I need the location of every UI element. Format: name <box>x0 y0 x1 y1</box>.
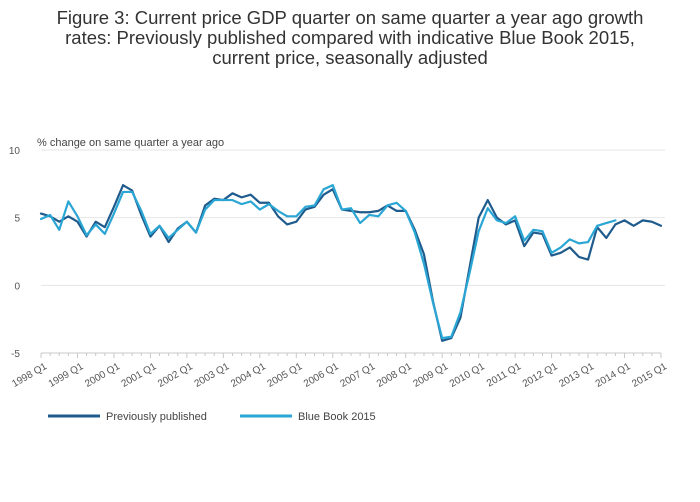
x-tick-label: 1998 Q1 <box>10 361 49 390</box>
y-axis-ticks: -5 0 5 10 <box>9 146 21 360</box>
chart-title-line-1: Figure 3: Current price GDP quarter on s… <box>56 7 644 28</box>
x-tick-label: 2009 Q1 <box>411 361 450 390</box>
y-tick-label: -5 <box>11 349 20 360</box>
x-tick-label: 2004 Q1 <box>229 361 268 390</box>
chart-title: Figure 3: Current price GDP quarter on s… <box>0 8 700 68</box>
x-tick-label: 2001 Q1 <box>120 361 159 390</box>
y-tick-label: 5 <box>14 214 20 225</box>
legend: Previously published Blue Book 2015 <box>48 411 376 423</box>
x-tick-label: 2006 Q1 <box>302 361 341 390</box>
x-tick-label: 1999 Q1 <box>47 361 86 390</box>
series-line-0 <box>39 184 663 342</box>
y-axis-label: % change on same quarter a year ago <box>37 137 224 149</box>
x-tick-label: 2000 Q1 <box>83 361 122 390</box>
x-tick-label: 2003 Q1 <box>193 361 232 390</box>
x-tick-label: 2015 Q1 <box>630 361 669 390</box>
x-tick-label: 2013 Q1 <box>557 361 596 390</box>
y-tick-label: 10 <box>9 146 21 157</box>
x-tick-label: 2011 Q1 <box>485 361 523 390</box>
x-tick-label: 2010 Q1 <box>448 361 487 390</box>
x-tick-label: 2007 Q1 <box>339 361 378 390</box>
x-tick-label: 2014 Q1 <box>594 361 633 390</box>
x-tick-label: 2008 Q1 <box>375 361 414 390</box>
series-line-1 <box>39 184 617 340</box>
y-tick-label: 0 <box>14 281 20 292</box>
x-tick-label: 2002 Q1 <box>156 361 195 390</box>
series-lines <box>39 184 663 342</box>
x-tick-label: 2005 Q1 <box>266 361 305 390</box>
legend-label-1: Blue Book 2015 <box>298 411 376 423</box>
chart-title-line-3: current price, seasonally adjusted <box>212 47 488 68</box>
gridlines <box>41 149 665 286</box>
legend-label-0: Previously published <box>106 411 207 423</box>
chart-title-line-2: rates: Previously published compared wit… <box>65 27 635 48</box>
x-tick-label: 2012 Q1 <box>521 361 560 390</box>
